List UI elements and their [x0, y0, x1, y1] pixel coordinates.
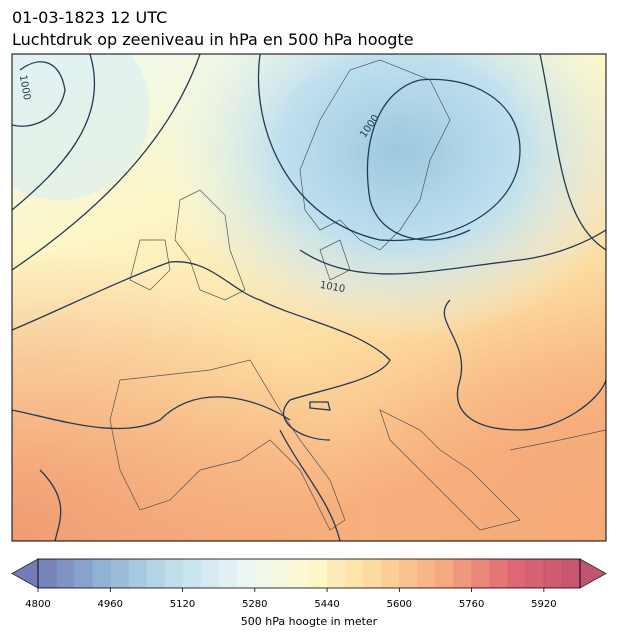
contour-label: 1010 — [319, 280, 346, 295]
colorbar-tick-label: 5760 — [459, 599, 484, 610]
contour-label: 1000 — [17, 74, 32, 101]
colorbar-segment — [435, 559, 455, 588]
colorbar-tick-label: 5600 — [387, 599, 412, 610]
colorbar-segment — [327, 559, 346, 588]
colorbar-segment — [56, 559, 75, 588]
colorbar-segment — [471, 559, 491, 588]
subtitle: Luchtdruk op zeeniveau in hPa en 500 hPa… — [12, 30, 414, 49]
isobars — [12, 54, 606, 541]
colorbar-tick-label: 4960 — [98, 599, 123, 610]
colorbar-segment — [74, 559, 93, 588]
colorbar-segment — [38, 559, 57, 588]
colorbar-segment — [182, 559, 202, 588]
colorbar-segment — [507, 559, 527, 588]
colorbar-segment — [345, 559, 364, 588]
colorbar-segment — [254, 559, 274, 588]
map-frame — [11, 53, 607, 542]
colorbar-segment — [218, 559, 238, 588]
colorbar-segment — [489, 559, 509, 588]
colorbar-segment — [561, 559, 581, 588]
colorbar-frame — [37, 558, 581, 589]
low-height-area — [160, 54, 606, 360]
low-height-area — [12, 54, 150, 200]
colorbar-tick-label: 4800 — [25, 599, 50, 610]
colorbar-segment — [110, 559, 129, 588]
colorbar-tick-label: 5440 — [314, 599, 339, 610]
title: 01-03-1823 12 UTC — [12, 8, 168, 27]
colorbar-tick-label: 5120 — [170, 599, 195, 610]
colorbar-segment — [309, 559, 328, 588]
colorbar-label: 500 hPa hoogte in meter — [241, 615, 378, 628]
colorbar-segment — [381, 559, 400, 588]
colorbar-segment — [363, 559, 382, 588]
colorbar-tick-label: 5920 — [531, 599, 556, 610]
colorbar-segment — [164, 559, 184, 588]
colorbar-segment — [200, 559, 220, 588]
colorbar-segment — [525, 559, 545, 588]
colorbar-tick-label: 5280 — [242, 599, 267, 610]
colorbar-segment — [453, 559, 473, 588]
colorbar-extend-low — [11, 558, 39, 589]
colorbar-segment — [146, 559, 165, 588]
colorbar-segment — [543, 559, 563, 588]
colorbar-segment — [92, 559, 111, 588]
colorbar-segment — [272, 559, 292, 588]
colorbar-segment — [417, 559, 436, 588]
colorbar-segment — [128, 559, 147, 588]
coastlines — [109, 59, 606, 531]
colorbar-extend-high — [579, 558, 607, 589]
colorbar-segment — [236, 559, 256, 588]
colorbar-segment — [290, 559, 310, 588]
colorbar-segment — [399, 559, 418, 588]
